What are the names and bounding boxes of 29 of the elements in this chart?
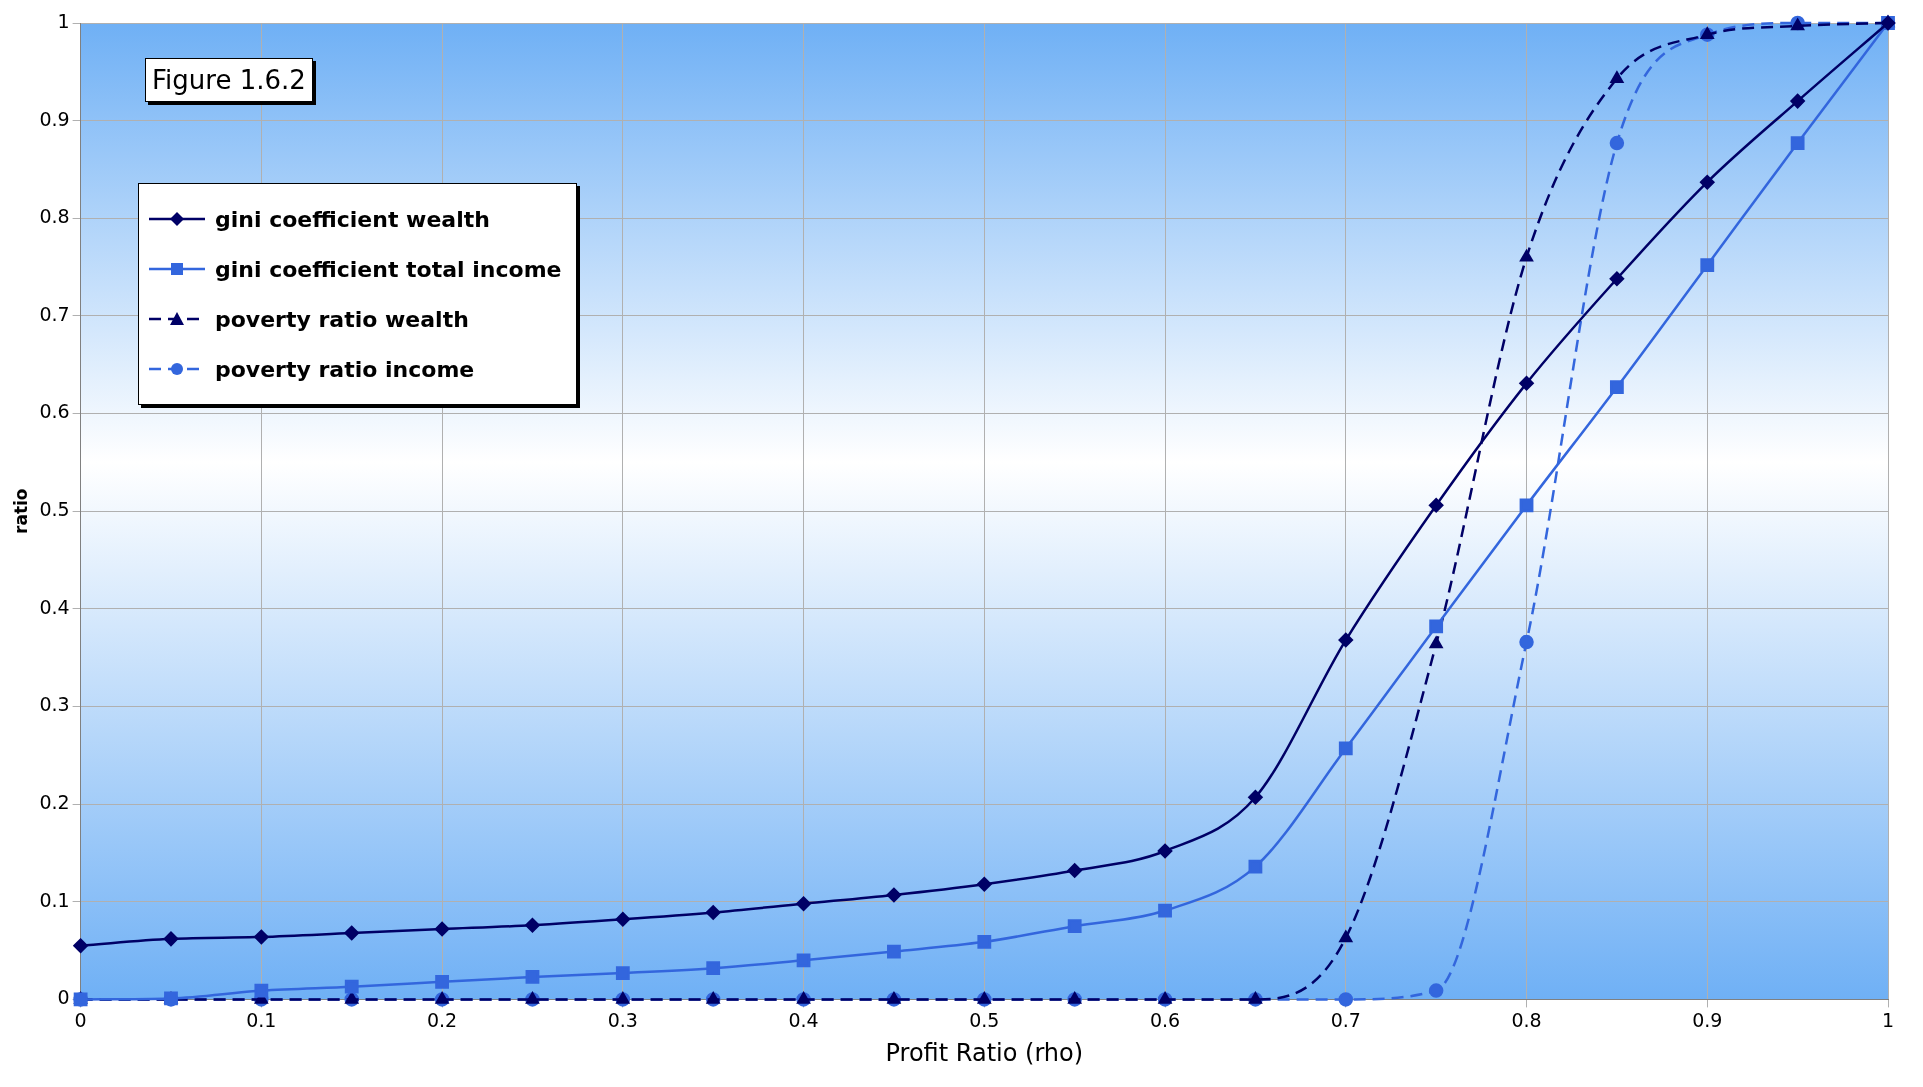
y-tick-label: 0.1 (39, 888, 70, 911)
y-tick-label: 0.8 (39, 205, 70, 228)
y-tick-label: 0.5 (39, 498, 70, 521)
x-tick-label: 0.5 (969, 1008, 1000, 1031)
y-tick-label: 1 (57, 9, 70, 32)
legend-label: gini coefficient wealth (215, 206, 490, 232)
x-tick-label: 0 (74, 1008, 87, 1031)
y-tick-label: 0.9 (39, 107, 70, 130)
x-tick-label: 0.3 (607, 1008, 638, 1031)
y-tick-label: 0.3 (39, 693, 70, 716)
y-tick-label: 0.7 (39, 302, 70, 325)
y-tick-label: 0.2 (39, 791, 70, 814)
x-tick-label: 0.1 (246, 1008, 277, 1031)
x-tick-label: 0.9 (1692, 1008, 1723, 1031)
y-tick-label: 0 (57, 986, 70, 1009)
text: Figure 1.6.2 (145, 58, 313, 102)
legend-label: gini coefficient total income (215, 256, 562, 282)
x-tick-label: 0.8 (1511, 1008, 1542, 1031)
x-tick-label: 0.2 (426, 1008, 458, 1031)
x-tick-label: 0.4 (788, 1008, 819, 1031)
y-tick-label: 0.6 (39, 400, 70, 423)
x-tick-label: 0.6 (1149, 1008, 1181, 1031)
x-tick-label: 0.7 (1330, 1008, 1361, 1031)
legend-label: poverty ratio wealth (215, 306, 469, 332)
legend-label: poverty ratio income (215, 356, 475, 382)
y-axis-title: ratio (10, 488, 31, 534)
x-axis-title: Profit Ratio (rho) (885, 1038, 1084, 1067)
x-tick-label: 1 (1881, 1008, 1895, 1031)
y-tick-label: 0.4 (39, 595, 70, 618)
